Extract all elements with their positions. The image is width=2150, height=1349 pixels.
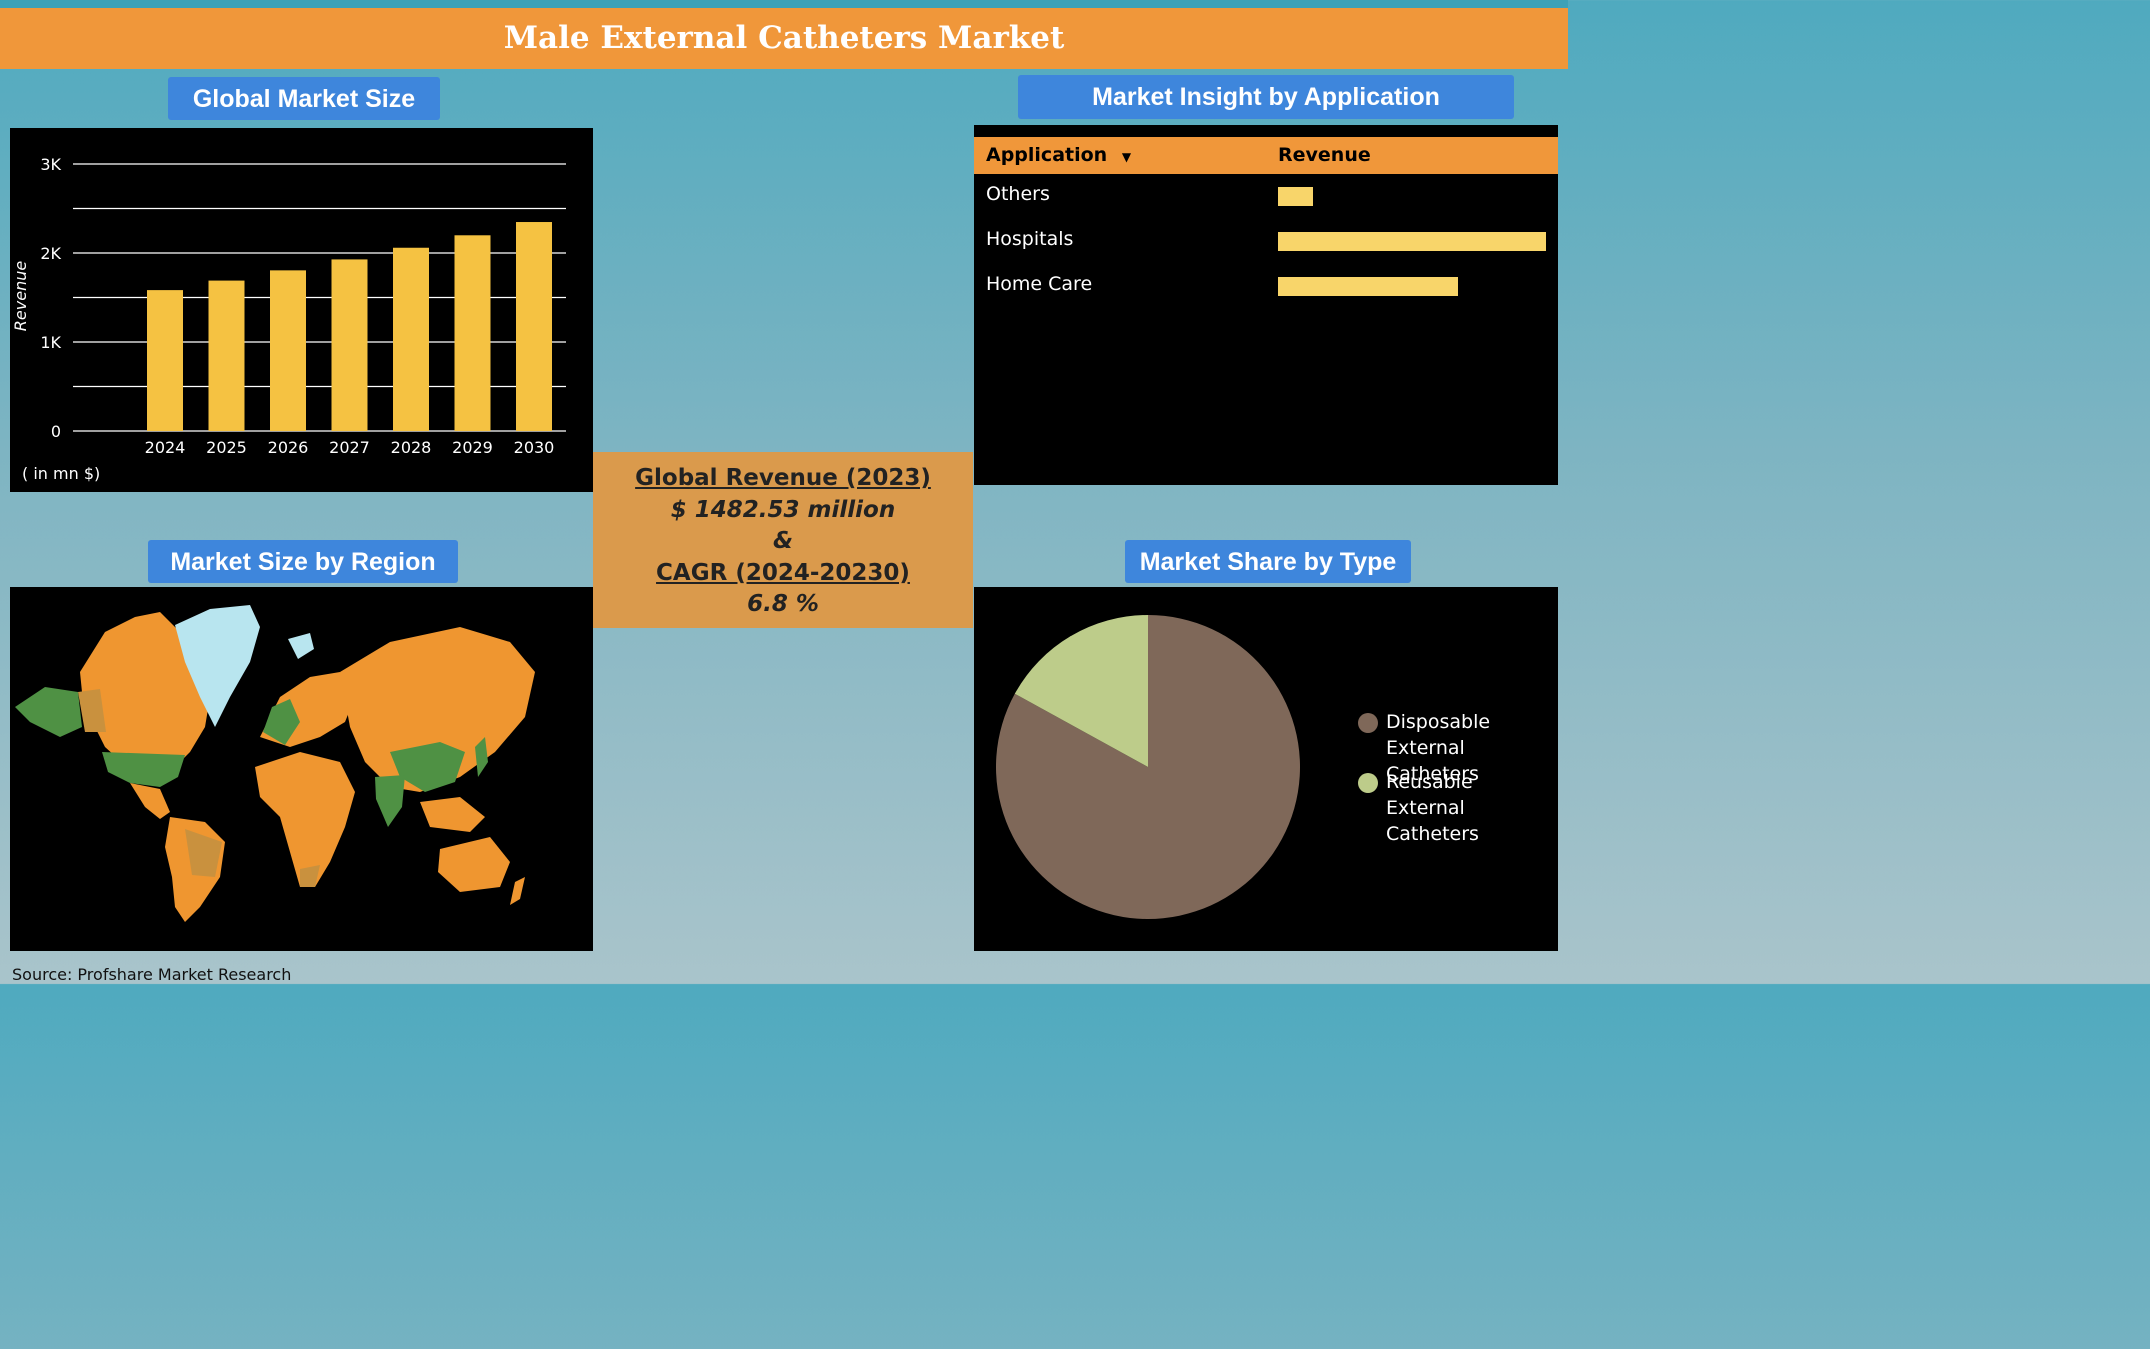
map-alaska bbox=[15, 687, 82, 737]
y-tick-label: 1K bbox=[40, 333, 61, 352]
source-note: Source: Profshare Market Research bbox=[12, 965, 292, 984]
map-brazil bbox=[185, 829, 222, 877]
x-tick-label: 2030 bbox=[514, 438, 555, 457]
map-western-europe bbox=[263, 699, 300, 745]
world-map bbox=[15, 605, 535, 922]
top-strip bbox=[0, 0, 1568, 8]
application-revenue-bar bbox=[1278, 277, 1458, 296]
ampersand: & bbox=[772, 528, 794, 554]
application-revenue-bar bbox=[1278, 232, 1546, 251]
x-tick-label: 2029 bbox=[452, 438, 493, 457]
application-label: Market Insight by Application bbox=[1018, 75, 1514, 119]
legend-disposable: Disposable External Catheters bbox=[1386, 711, 1491, 785]
application-name: Hospitals bbox=[986, 228, 1074, 250]
pie-slice-reusable bbox=[1014, 615, 1148, 767]
type-pie-chart bbox=[996, 615, 1300, 919]
map-india bbox=[375, 775, 405, 827]
application-column-header[interactable]: Application ▼ bbox=[986, 137, 1131, 176]
x-tick-label: 2028 bbox=[391, 438, 432, 457]
application-panel: Application ▼ Revenue Others Hospitals Hom… bbox=[974, 125, 1558, 485]
legend-disposable-marker bbox=[1358, 713, 1378, 733]
x-tick-label: 2027 bbox=[329, 438, 370, 457]
x-tick-label: 2026 bbox=[268, 438, 309, 457]
map-new-zealand bbox=[510, 877, 525, 905]
map-japan bbox=[475, 737, 488, 777]
application-row[interactable]: Hospitals bbox=[974, 219, 1558, 264]
application-row[interactable]: Others bbox=[974, 174, 1558, 219]
bar-2028 bbox=[393, 247, 429, 431]
application-name: Home Care bbox=[986, 273, 1093, 295]
legend-reusable-marker bbox=[1358, 773, 1378, 793]
market-size-chart: 0 1K 2K 3K Revenue 2024 2025 2026 2027 2028 2029 20… bbox=[11, 155, 566, 457]
map-australia bbox=[438, 837, 510, 892]
page-title: Male External Catheters Market bbox=[0, 8, 1568, 69]
map-greenland bbox=[175, 605, 260, 727]
type-label: Market Share by Type bbox=[1125, 540, 1411, 583]
bar-2025 bbox=[208, 280, 245, 431]
y-tick-label: 2K bbox=[40, 244, 61, 263]
cagr-label: CAGR (2024-20230) bbox=[656, 559, 910, 586]
bar-2027 bbox=[331, 259, 368, 431]
bar-2026 bbox=[270, 270, 306, 431]
unit-note: ( in mn $) bbox=[22, 464, 101, 483]
y-tick-label: 0 bbox=[51, 422, 61, 441]
map-north-america bbox=[80, 612, 210, 777]
global-revenue-box: Global Revenue (2023) $ 1482.53 million … bbox=[593, 452, 973, 628]
map-southeast-asia bbox=[420, 797, 485, 832]
map-china bbox=[390, 742, 465, 792]
application-name: Others bbox=[986, 183, 1050, 205]
bar-2030 bbox=[516, 222, 552, 431]
application-revenue-bar bbox=[1278, 187, 1313, 206]
x-tick-label: 2024 bbox=[145, 438, 186, 457]
bar-2024 bbox=[147, 290, 183, 431]
legend-reusable: Reusable External Catheters bbox=[1386, 771, 1479, 845]
sort-down-icon[interactable]: ▼ bbox=[1121, 150, 1132, 164]
type-panel: Disposable External Catheters Reusable E… bbox=[974, 587, 1558, 951]
region-map-panel bbox=[10, 587, 593, 951]
application-table-header: Application ▼ Revenue bbox=[974, 137, 1558, 174]
map-canada-west bbox=[78, 689, 106, 732]
market-size-panel: 0 1K 2K 3K Revenue 2024 2025 2026 2027 2028 2029 20… bbox=[10, 128, 593, 492]
cagr-value: 6.8 % bbox=[747, 591, 819, 617]
map-usa bbox=[102, 752, 185, 787]
map-iceland bbox=[288, 633, 314, 659]
revenue-column-header: Revenue bbox=[1278, 144, 1371, 166]
global-revenue-value: $ 1482.53 million bbox=[670, 496, 896, 523]
region-label: Market Size by Region bbox=[148, 540, 458, 583]
application-header-label: Application bbox=[986, 144, 1108, 166]
y-axis-label: Revenue bbox=[11, 261, 30, 332]
application-row[interactable]: Home Care bbox=[974, 264, 1558, 309]
global-revenue-label: Global Revenue (2023) bbox=[635, 465, 931, 491]
map-africa bbox=[255, 752, 355, 887]
y-tick-label: 3K bbox=[40, 155, 61, 174]
market-size-label: Global Market Size bbox=[168, 77, 440, 120]
map-south-africa bbox=[300, 865, 320, 887]
map-central-america bbox=[130, 783, 170, 819]
bar-2029 bbox=[454, 235, 491, 431]
x-tick-label: 2025 bbox=[206, 438, 247, 457]
